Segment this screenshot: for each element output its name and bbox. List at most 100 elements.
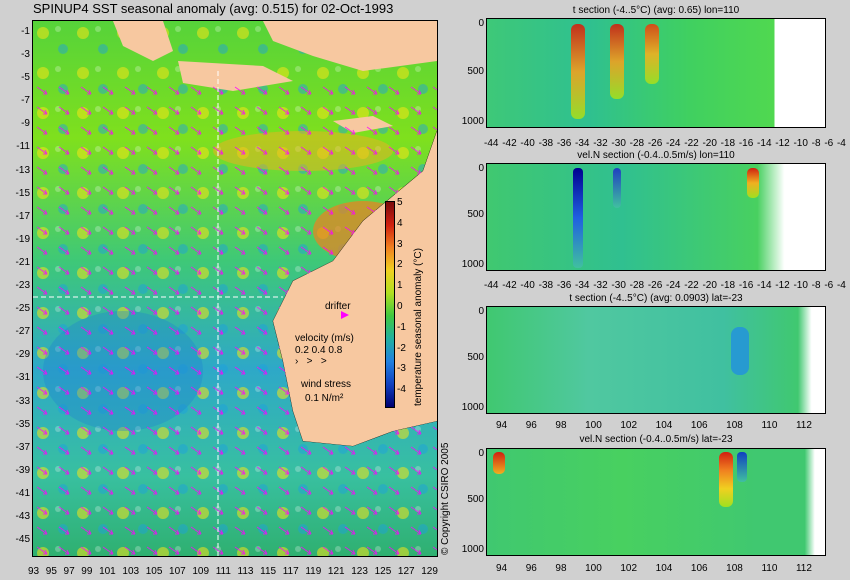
velocity-scale: 0.2 0.4 0.8	[295, 345, 343, 356]
panel-x-tick: -24	[666, 138, 681, 149]
cool-anomaly	[731, 327, 749, 375]
panel-x-tick: 110	[761, 420, 778, 431]
section-panel[interactable]	[486, 306, 826, 414]
map-y-tick: -35	[15, 418, 30, 430]
map-x-tick: 117	[282, 566, 299, 577]
panel-x-tick: -36	[556, 138, 572, 149]
section-panel[interactable]	[486, 18, 826, 128]
colorbar-tick: 4	[397, 217, 403, 229]
colorbar-tick: 5	[397, 197, 403, 208]
panel-y-tick: 0	[478, 448, 484, 459]
panel-x-tick: -4	[836, 138, 846, 149]
panel-y-tick: 500	[467, 209, 484, 220]
panel-x-tick: -32	[593, 280, 608, 291]
colorbar-tick: -4	[397, 384, 406, 396]
panel-x-tick: -26	[647, 138, 663, 149]
panel-x-tick: -12	[775, 280, 790, 291]
map-x-tick: 113	[237, 566, 254, 577]
map-y-tick: -13	[15, 164, 30, 176]
panel-x-tick: -22	[684, 280, 699, 291]
map-y-tick: -43	[15, 510, 30, 522]
cold-current	[573, 168, 583, 268]
panel-x-tick: -42	[502, 280, 517, 291]
panel-x-tick: 106	[690, 420, 708, 431]
panel-title: vel.N section (-0.4..0.5m/s) lat=-23	[579, 434, 733, 445]
colorbar-tick: -3	[397, 363, 406, 375]
colorbar-tick: 0	[397, 300, 403, 312]
panel-x-tick: -30	[611, 280, 626, 291]
panel-x-tick: -12	[775, 138, 790, 149]
panel-x-tick: -10	[793, 280, 808, 291]
drifter-label: drifter	[325, 301, 351, 312]
panel-title: vel.N section (-0.4..0.5m/s) lon=110	[577, 150, 735, 161]
map-x-tick: 105	[145, 566, 163, 577]
panel-x-tick: 104	[655, 563, 673, 574]
section-panel[interactable]	[486, 448, 826, 556]
map-y-tick: -9	[21, 118, 30, 130]
map-x-tick: 127	[397, 566, 415, 577]
panel-x-tick: -28	[629, 138, 645, 149]
map-x-tick: 115	[260, 566, 277, 577]
panel-x-tick: -26	[647, 280, 663, 291]
panel-x-tick: -32	[593, 138, 608, 149]
panel-x-tick: -28	[629, 280, 645, 291]
panel-x-tick: -10	[793, 138, 808, 149]
panel-x-axis: -44 -42 -40 -38 -36 -34 -32 -30 -28 -26 …	[484, 138, 846, 149]
sst-map[interactable]: 5 4 3 2 1 0 -1 -2 -3 -4 temperature seas…	[32, 20, 438, 557]
map-y-tick: -5	[21, 72, 30, 84]
map-y-tick: -33	[15, 395, 30, 407]
map-y-tick: -11	[16, 141, 30, 153]
section-panel[interactable]	[486, 163, 826, 271]
panel-x-axis: 94 96 98 100 102 104 106 108 110 112	[496, 563, 812, 574]
panel-y-tick: 0	[478, 306, 484, 317]
panel-x-tick: 108	[726, 563, 743, 574]
map-y-tick: -25	[15, 303, 30, 315]
panel-x-tick: -8	[811, 280, 821, 291]
panel-x-tick: 96	[525, 420, 537, 431]
panel-x-tick: 94	[496, 563, 508, 574]
map-x-tick: 101	[99, 566, 116, 577]
panel-y-axis: 0 500 1000	[450, 163, 484, 273]
panel-y-tick: 1000	[461, 544, 484, 555]
map-y-tick: -15	[15, 187, 30, 199]
panel-y-tick: 1000	[461, 259, 484, 270]
colorbar-tick: -1	[397, 321, 406, 333]
cold-current	[613, 168, 621, 208]
map-y-tick: -7	[21, 95, 30, 107]
panel-x-tick: -44	[484, 138, 499, 149]
panel-x-tick: -6	[824, 138, 834, 149]
panel-x-tick: 104	[655, 420, 673, 431]
panel-x-tick: -18	[720, 280, 736, 291]
colorbar	[385, 201, 395, 408]
map-y-tick: -3	[21, 49, 30, 61]
map-x-tick: 125	[374, 566, 392, 577]
wind-stress-scale: 0.1 N/m²	[305, 393, 344, 404]
map-x-tick: 129	[421, 566, 438, 577]
panel-x-tick: -34	[575, 280, 590, 291]
colorbar-tick: 1	[397, 280, 403, 292]
panel-y-tick: 500	[467, 352, 484, 363]
panel-x-tick: 96	[525, 563, 537, 574]
warm-anomaly	[645, 24, 659, 84]
velocity-label: velocity (m/s)	[295, 333, 354, 344]
panel-x-tick: -16	[738, 138, 754, 149]
panel-x-tick: 112	[795, 420, 812, 431]
panel-x-tick: -4	[836, 280, 846, 291]
panel-x-tick: 108	[726, 420, 743, 431]
panel-x-tick: 110	[761, 563, 778, 574]
panel-x-tick: -22	[684, 138, 699, 149]
map-y-axis: -1 -3 -5 -7 -9 -11 -13 -15 -17 -19 -21 -…	[6, 26, 30, 557]
map-y-tick: -31	[15, 372, 30, 384]
panel-y-tick: 1000	[461, 116, 484, 127]
panel-y-axis: 0 500 1000	[450, 306, 484, 416]
map-y-tick: -19	[15, 233, 30, 245]
map-x-tick: 93	[28, 566, 40, 577]
map-x-tick: 123	[351, 566, 368, 577]
panel-x-tick: -20	[702, 138, 717, 149]
map-y-tick: -29	[15, 349, 30, 361]
panel-x-tick: 106	[690, 563, 708, 574]
panel-x-tick: 98	[555, 563, 567, 574]
panel-x-tick: -16	[738, 280, 754, 291]
map-y-tick: -39	[15, 464, 30, 476]
map-x-tick: 109	[192, 566, 210, 577]
